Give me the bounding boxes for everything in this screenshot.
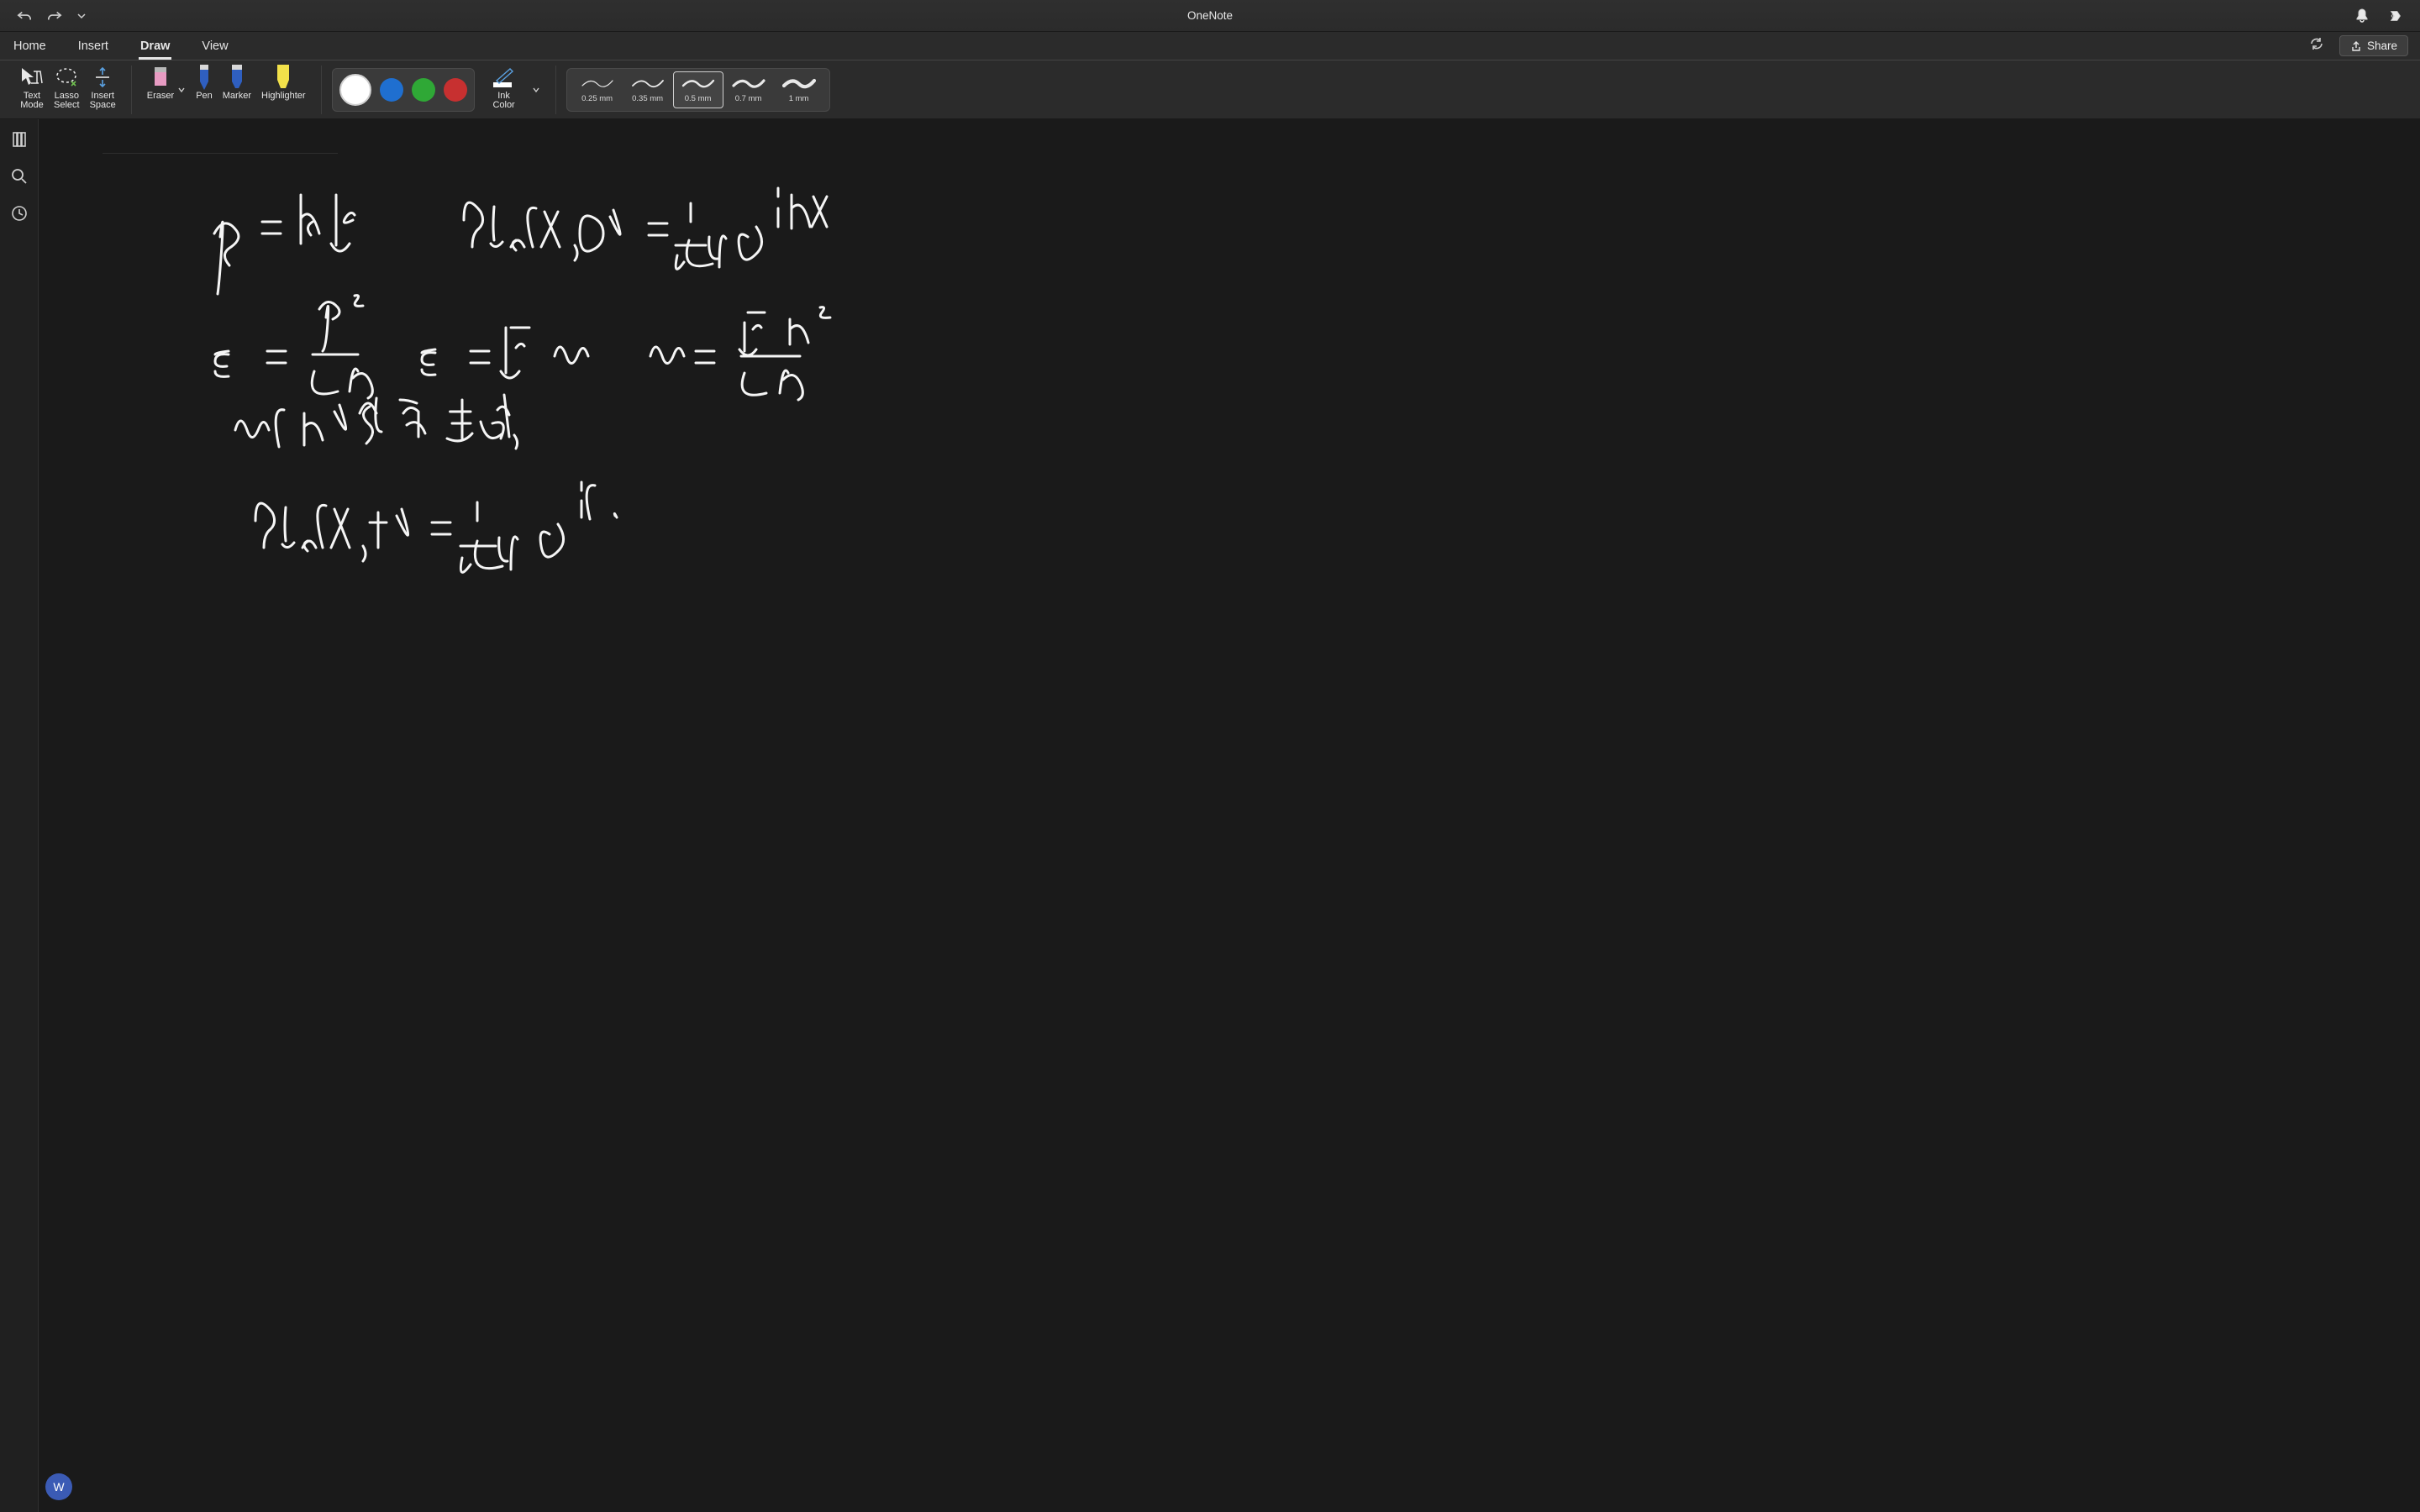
eraser-icon [150,65,171,90]
highlighter-icon [275,65,292,90]
thickness-option[interactable]: 1 mm [774,71,824,108]
color-red[interactable] [444,78,467,102]
pen-label: Pen [196,92,213,102]
ribbon-draw: Text Mode Lasso Select Insert Space [0,60,2420,119]
ink-color-icon [492,65,517,90]
thickness-option[interactable]: 0.7 mm [723,71,774,108]
pen-button[interactable]: Pen [191,63,218,117]
insert-space-label: Insert Space [90,92,116,111]
share-button[interactable]: Share [2339,35,2408,56]
tab-draw[interactable]: Draw [139,34,171,60]
lasso-select-button[interactable]: Lasso Select [49,63,85,117]
eraser-label: Eraser [147,92,174,102]
tab-view[interactable]: View [200,34,229,60]
tab-home[interactable]: Home [12,34,48,60]
ink-color-label: Ink Color [492,92,514,111]
avatar-initial: W [53,1480,64,1494]
search-icon[interactable] [11,168,28,185]
insert-space-icon [92,65,113,90]
thickness-option[interactable]: 0.25 mm [572,71,623,108]
marker-label: Marker [223,92,251,102]
share-label: Share [2367,39,2397,52]
tab-insert[interactable]: Insert [76,34,110,60]
thickness-option[interactable]: 0.5 mm [673,71,723,108]
ribbon-tabs: Home Insert Draw View Share [0,32,2420,60]
stroke-thickness-bar: 0.25 mm 0.35 mm 0.5 mm 0.7 mm 1 mm [566,68,830,112]
highlighter-label: Highlighter [261,92,306,102]
highlighter-button[interactable]: Highlighter [256,63,311,117]
color-blue[interactable] [380,78,403,102]
color-white[interactable] [339,74,371,106]
app-title: OneNote [0,9,2420,22]
thickness-option[interactable]: 0.35 mm [623,71,673,108]
thickness-label: 0.7 mm [735,94,762,103]
color-green[interactable] [412,78,435,102]
ink-layer [69,119,1195,875]
notebooks-icon[interactable] [11,131,28,148]
ink-color-button[interactable]: Ink Color [487,63,522,117]
eraser-button[interactable]: Eraser [142,63,179,117]
recent-icon[interactable] [11,205,28,222]
qat-more-icon[interactable] [77,12,86,20]
insert-space-button[interactable]: Insert Space [85,63,121,117]
thickness-label: 1 mm [789,94,809,103]
thickness-label: 0.25 mm [581,94,613,103]
workspace: W [0,119,2420,1512]
thickness-label: 0.35 mm [632,94,663,103]
text-mode-button[interactable]: Text Mode [15,63,49,117]
notification-bell-icon[interactable] [2354,8,2370,24]
text-mode-label: Text Mode [20,92,44,111]
color-palette [332,68,475,112]
cursor-text-icon [20,65,44,90]
marker-button[interactable]: Marker [218,63,256,117]
title-bar: OneNote [0,0,2420,32]
marker-icon [230,65,244,90]
sync-icon[interactable] [2309,36,2324,55]
ink-color-dropdown-icon[interactable] [532,63,540,117]
redo-icon[interactable] [47,8,62,24]
left-nav-rail [0,119,39,1512]
lasso-label: Lasso Select [54,92,80,111]
undo-icon[interactable] [17,8,32,24]
thickness-label: 0.5 mm [685,94,712,103]
eraser-dropdown-icon[interactable] [177,63,186,117]
coming-soon-icon[interactable] [2388,8,2403,24]
lasso-icon [55,65,78,90]
note-canvas[interactable]: W [39,119,2420,1512]
account-avatar[interactable]: W [45,1473,72,1500]
pen-icon [197,65,211,90]
